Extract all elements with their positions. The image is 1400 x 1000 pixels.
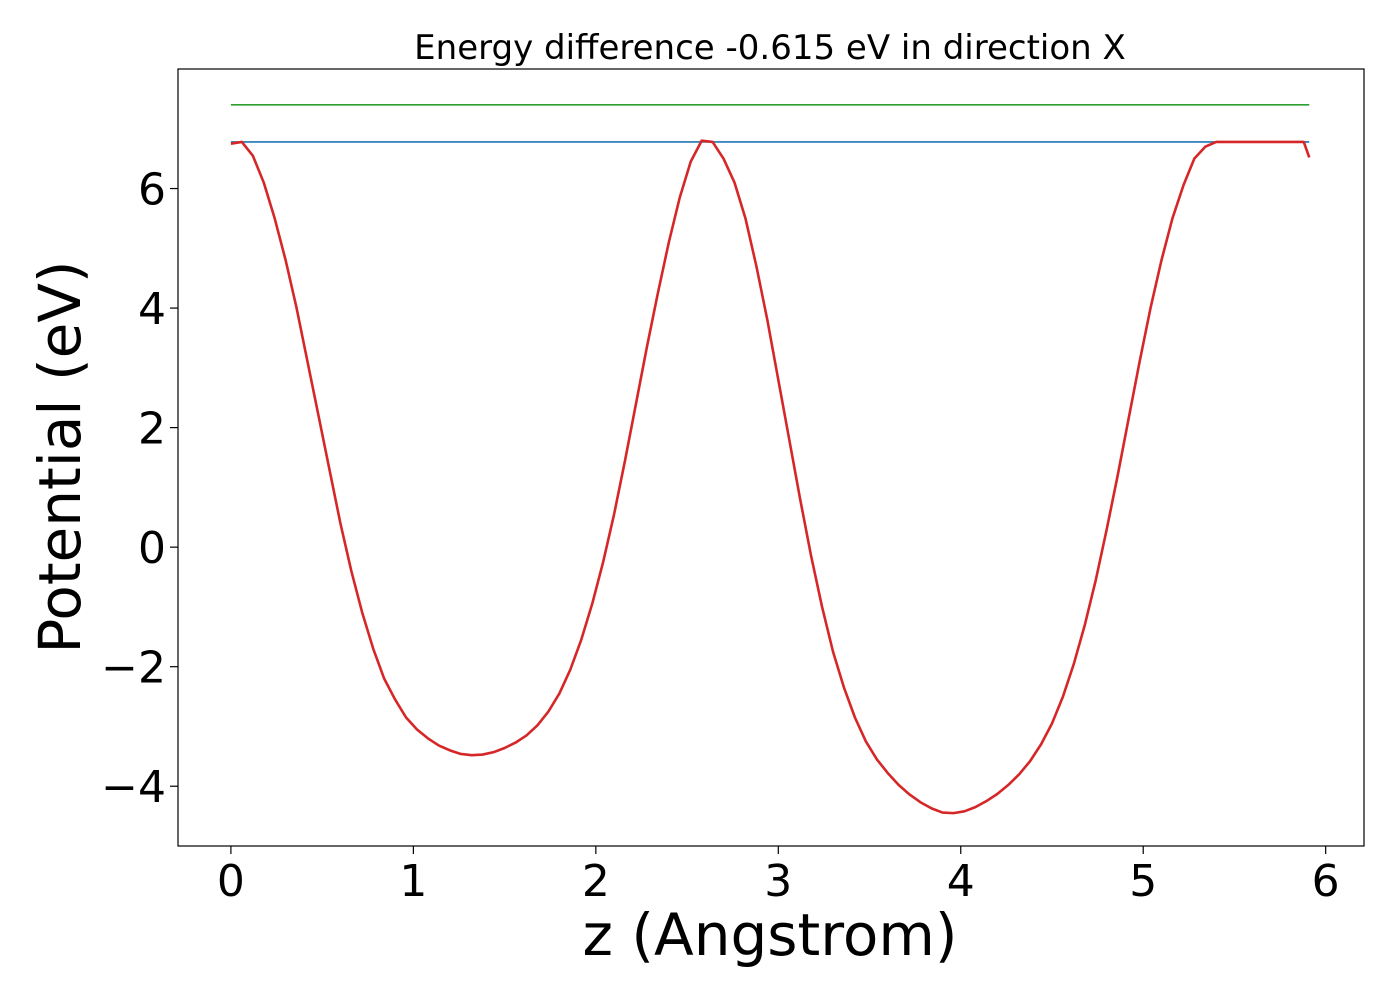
series-line-0 — [230, 139, 1311, 815]
y-axis-title: Potential (eV) — [26, 260, 94, 653]
x-tick-label: 0 — [217, 856, 245, 907]
x-tick-label: 4 — [947, 856, 975, 907]
x-tick-label: 5 — [1129, 856, 1157, 907]
y-tick-label: 4 — [138, 284, 166, 335]
y-tick-label: −4 — [101, 762, 166, 813]
y-tick-label: 6 — [138, 165, 166, 216]
y-tick-label: 0 — [138, 523, 166, 574]
x-axis-title: z (Angstrom) — [583, 901, 958, 969]
x-tick-label: 6 — [1312, 856, 1340, 907]
x-tick-label: 1 — [399, 856, 427, 907]
plot-frame — [177, 68, 1365, 847]
x-tick-label: 2 — [582, 856, 610, 907]
y-tick-label: 2 — [138, 404, 166, 455]
y-tick-label: −2 — [101, 643, 166, 694]
x-tick-label: 3 — [764, 856, 792, 907]
chart-title: Energy difference -0.615 eV in direction… — [414, 28, 1126, 68]
x-axis: 0 1 2 3 4 5 6 — [217, 846, 1340, 907]
y-axis: −4 −2 0 2 4 6 — [101, 165, 178, 813]
plot-area — [230, 104, 1311, 815]
